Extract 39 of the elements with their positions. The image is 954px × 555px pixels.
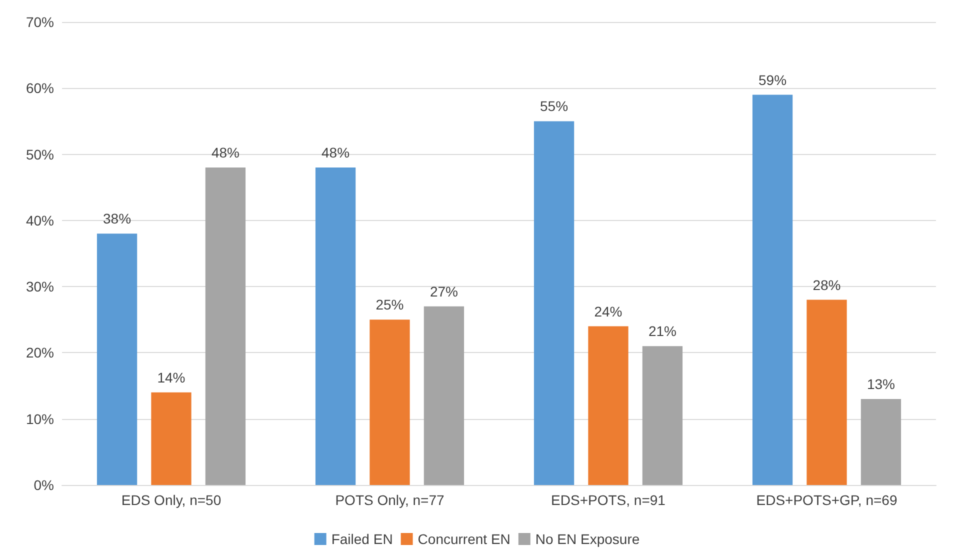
data-label: 14% (157, 369, 186, 386)
y-tick-label: 70% (26, 14, 54, 30)
x-tick-label: EDS Only, n=50 (121, 492, 222, 508)
y-tick-label: 60% (26, 80, 54, 96)
data-label: 48% (322, 144, 350, 161)
y-tick-label: 20% (26, 344, 54, 361)
bar (151, 392, 192, 485)
legend-label: No EN Exposure (535, 531, 640, 547)
bar (205, 168, 246, 485)
data-label: 13% (866, 376, 895, 392)
y-tick-label: 0% (34, 477, 54, 493)
bar (752, 94, 793, 485)
y-tick-label: 30% (26, 278, 54, 295)
y-tick-label: 40% (26, 212, 54, 228)
data-label: 59% (758, 72, 787, 88)
data-label: 55% (540, 98, 568, 114)
bar (315, 168, 356, 485)
bar (588, 326, 628, 485)
bar (370, 320, 410, 485)
data-label: 27% (430, 283, 458, 300)
x-tick-label: POTS Only, n=77 (335, 492, 444, 508)
legend-label: Failed EN (331, 531, 393, 547)
data-label: 21% (648, 323, 676, 340)
y-tick-label: 50% (26, 146, 54, 162)
bar (96, 234, 138, 485)
y-tick-label: 10% (26, 410, 54, 427)
data-label: 24% (594, 303, 622, 320)
bar (534, 121, 574, 485)
bar (424, 306, 464, 485)
bar (860, 399, 902, 485)
data-label: 28% (812, 276, 841, 293)
x-tick-label: EDS+POTS, n=91 (551, 492, 666, 508)
x-tick-label: EDS+POTS+GP, n=69 (756, 492, 898, 508)
data-label: 48% (211, 144, 240, 161)
bar (642, 346, 683, 485)
bar (806, 300, 847, 485)
data-label: 25% (376, 296, 404, 313)
data-label: 38% (103, 210, 132, 227)
legend-label: Concurrent EN (418, 531, 510, 547)
